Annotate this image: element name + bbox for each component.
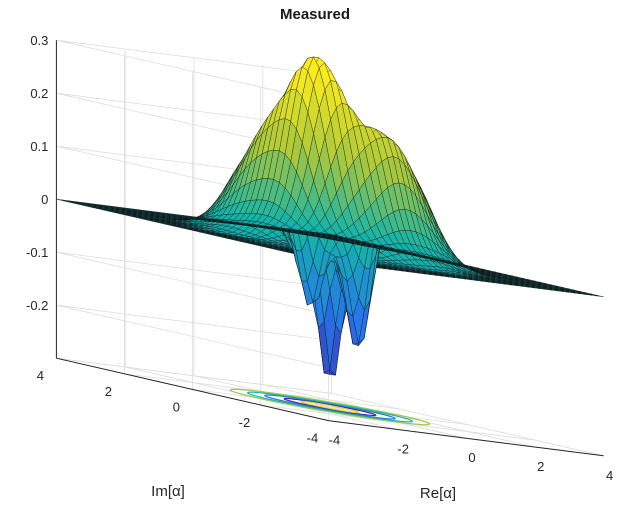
x-tick-label: -2: [397, 441, 409, 456]
contour-line: [247, 391, 413, 423]
contour-line: [283, 397, 377, 417]
x-tick-label: 4: [606, 468, 613, 483]
y-tick-label: 4: [37, 368, 44, 383]
z-tick-label: -0.1: [26, 245, 48, 260]
grid-line: [192, 389, 468, 425]
tick-labels: -4 -2 0 2 4 -4 -2 0 2 4 -0.2 -0.1 0 0.1 0.2 0.3: [26, 33, 613, 483]
x-tick-label: 2: [537, 459, 544, 474]
z-tick-label: 0.3: [30, 33, 48, 48]
contour-line: [300, 400, 360, 414]
contour-line: [264, 394, 396, 420]
y-tick-label: 2: [105, 384, 112, 399]
y-axis-line: [56, 357, 329, 422]
contour-projection: [229, 388, 431, 426]
y-axis-label: Im[α]: [151, 483, 185, 500]
axes-lines: [55, 40, 604, 457]
z-tick-label: 0: [41, 192, 48, 207]
contour-line: [229, 388, 431, 426]
x-tick-label: 0: [468, 450, 475, 465]
x-axis-line: [328, 420, 604, 457]
chart-title: Measured: [279, 6, 351, 23]
y-tick-label: -2: [239, 415, 251, 430]
x-tick-label: -4: [329, 433, 341, 448]
y-tick-label: -4: [307, 431, 319, 446]
z-tick-label: 0.2: [30, 86, 48, 101]
x-axis-label: Re[α]: [420, 485, 456, 502]
z-tick-label: -0.2: [26, 298, 48, 313]
y-tick-label: 0: [173, 399, 180, 414]
z-tick-label: 0.1: [30, 139, 48, 154]
surface-patch: [56, 199, 68, 202]
surface-mesh: [56, 56, 604, 376]
